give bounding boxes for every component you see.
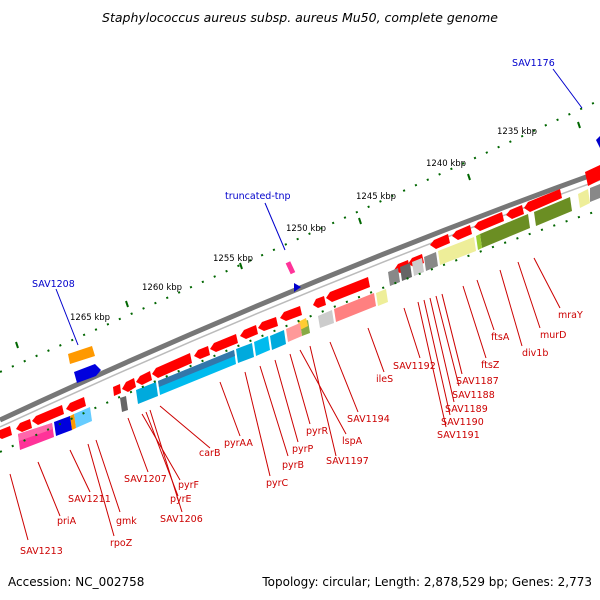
accession-text: Accession: NC_002758: [8, 575, 144, 589]
mobile-element-sav1208: SAV1208: [32, 279, 101, 383]
gene-label: pyrB: [282, 460, 304, 471]
scale-label: 1235 kbp: [497, 127, 537, 137]
strand-genes: [0, 165, 600, 439]
scale-label: 1260 kbp: [142, 283, 182, 293]
gene-label: SAV1207: [124, 474, 167, 485]
gene-label: pyrR: [306, 426, 329, 437]
gene-label: carB: [199, 448, 220, 459]
mobile-element-truncated-tnp: truncated-tnp: [225, 191, 301, 292]
gene-label: SAV1191: [437, 430, 480, 441]
gene-label: murD: [540, 330, 567, 341]
gene-label: lspA: [342, 436, 363, 447]
label-leaders: [9, 257, 561, 541]
genome-backbone: [0, 169, 600, 423]
gene-label: SAV1213: [20, 546, 63, 557]
scale-label: 1250 kbp: [286, 224, 326, 234]
gene-labels: mraY murD div1b ftsA ftsZ SAV1187 SAV118…: [20, 310, 583, 557]
gene-label: SAV1197: [326, 456, 369, 467]
scale-label: 1265 kbp: [70, 313, 110, 323]
gene-label: SAV1206: [160, 514, 203, 525]
scale-major-ticks: [15, 121, 581, 349]
gene-label: rpoZ: [110, 538, 133, 549]
gene-label: priA: [57, 516, 77, 527]
gene-label: ftsA: [491, 332, 510, 343]
gene-label: SAV1189: [445, 404, 488, 415]
gene-label: pyrP: [292, 444, 314, 455]
gene-label: pyrF: [178, 480, 199, 491]
gene-label: SAV1192: [393, 361, 436, 372]
scale-label: 1240 kbp: [426, 159, 466, 169]
mobile-element-sav1176: SAV1176: [512, 58, 600, 148]
gene-label: SAV1187: [456, 376, 499, 387]
map-title: Staphylococcus aureus subsp. aureus Mu50…: [102, 10, 498, 25]
gene-label: div1b: [522, 348, 548, 359]
mobile-label: SAV1176: [512, 58, 555, 69]
gene-label: pyrC: [266, 478, 289, 489]
scale-label: 1255 kbp: [213, 254, 253, 264]
gene-label: pyrAA: [224, 438, 253, 449]
scale-label: 1245 kbp: [356, 192, 396, 202]
genome-summary-text: Topology: circular; Length: 2,878,529 bp…: [261, 575, 592, 589]
mobile-label: SAV1208: [32, 279, 75, 290]
annotation-band: [18, 184, 600, 450]
gene-label: SAV1194: [347, 414, 390, 425]
gene-label: SAV1211: [68, 494, 111, 505]
gene-label: SAV1188: [452, 390, 495, 401]
gene-label: pyrE: [170, 494, 192, 505]
scale-ring: [0, 99, 600, 373]
gene-label: mraY: [558, 310, 583, 321]
gene-label: ftsZ: [481, 360, 500, 371]
mobile-label: truncated-tnp: [225, 191, 291, 202]
gene-label: SAV1190: [441, 417, 484, 428]
gene-label: ileS: [376, 374, 393, 385]
gene-label: gmk: [116, 516, 137, 527]
